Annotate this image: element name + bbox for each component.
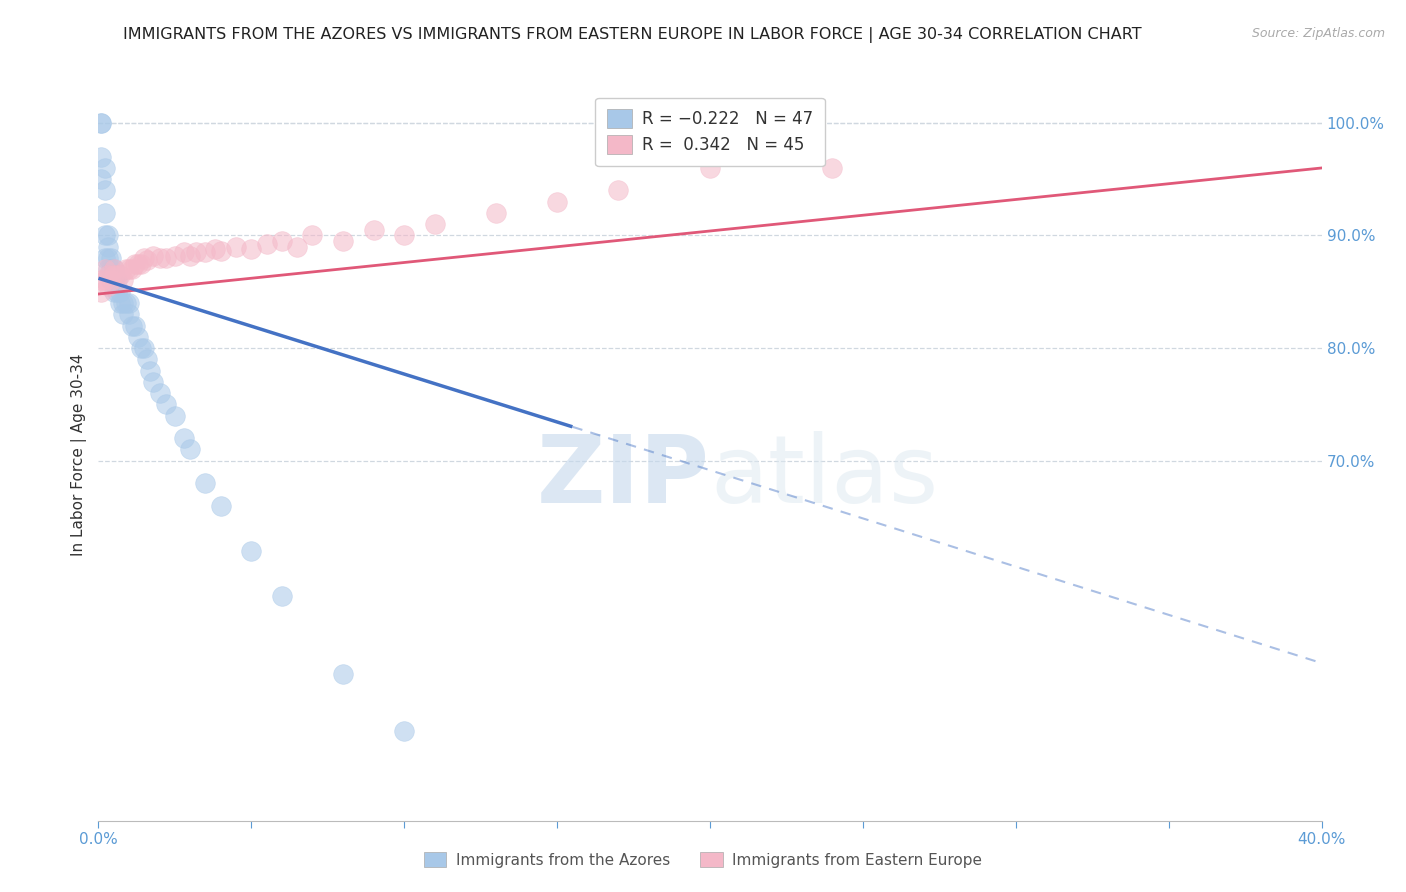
Point [105, 273, 128, 287]
Point [129, 257, 152, 271]
Point [392, 228, 416, 243]
Point [124, 318, 146, 333]
Point [97, 251, 120, 265]
Point [103, 262, 125, 277]
Point [100, 262, 122, 277]
Point [332, 234, 354, 248]
Point [699, 161, 721, 175]
Point [546, 194, 568, 209]
Point [173, 431, 195, 445]
Point [270, 234, 292, 248]
Point [209, 244, 232, 259]
Point [97, 262, 120, 277]
Text: Source: ZipAtlas.com: Source: ZipAtlas.com [1251, 27, 1385, 40]
Point [93, 228, 115, 243]
Point [108, 268, 131, 282]
Point [155, 251, 177, 265]
Point [136, 253, 159, 268]
Point [93, 262, 115, 277]
Point [363, 223, 385, 237]
Point [332, 667, 354, 681]
Point [163, 249, 186, 263]
Point [821, 161, 844, 175]
Y-axis label: In Labor Force | Age 30-34: In Labor Force | Age 30-34 [72, 353, 87, 557]
Point [118, 262, 141, 277]
Point [179, 442, 201, 457]
Point [485, 206, 508, 220]
Point [90, 285, 112, 299]
Point [93, 161, 115, 175]
Text: atlas: atlas [710, 431, 938, 523]
Point [149, 251, 172, 265]
Point [111, 273, 134, 287]
Point [118, 307, 141, 321]
Point [134, 341, 156, 355]
Point [105, 268, 128, 282]
Point [118, 296, 141, 310]
Point [111, 296, 134, 310]
Point [100, 273, 122, 287]
Point [97, 240, 120, 254]
Point [103, 268, 125, 282]
Point [607, 184, 630, 198]
Point [90, 273, 112, 287]
Point [115, 296, 138, 310]
Point [121, 318, 143, 333]
Point [139, 363, 162, 377]
Point [105, 285, 128, 299]
Point [108, 285, 131, 299]
Point [124, 257, 146, 271]
Point [100, 251, 122, 265]
Point [240, 543, 263, 558]
Point [204, 242, 226, 256]
Legend: R = −0.222   N = 47, R =  0.342   N = 45: R = −0.222 N = 47, R = 0.342 N = 45 [595, 97, 825, 166]
Point [173, 245, 195, 260]
Legend: Immigrants from the Azores, Immigrants from Eastern Europe: Immigrants from the Azores, Immigrants f… [416, 844, 990, 875]
Point [163, 409, 186, 423]
Point [186, 245, 208, 260]
Point [97, 228, 120, 243]
Point [423, 217, 446, 231]
Point [97, 279, 120, 293]
Point [301, 228, 323, 243]
Point [129, 341, 152, 355]
Point [149, 386, 172, 401]
Point [134, 251, 156, 265]
Point [127, 257, 149, 271]
Point [285, 240, 308, 254]
Point [194, 245, 217, 260]
Point [240, 242, 263, 256]
Point [93, 184, 115, 198]
Point [103, 273, 125, 287]
Point [127, 330, 149, 344]
Point [194, 476, 217, 491]
Point [142, 249, 165, 263]
Point [115, 262, 138, 277]
Point [270, 589, 292, 603]
Point [209, 499, 232, 513]
Point [100, 273, 122, 287]
Point [97, 268, 120, 282]
Point [108, 296, 131, 310]
Point [179, 249, 201, 263]
Point [136, 352, 159, 367]
Point [93, 251, 115, 265]
Point [225, 240, 247, 254]
Text: IMMIGRANTS FROM THE AZORES VS IMMIGRANTS FROM EASTERN EUROPE IN LABOR FORCE | AG: IMMIGRANTS FROM THE AZORES VS IMMIGRANTS… [124, 27, 1142, 43]
Point [103, 262, 125, 277]
Point [155, 397, 177, 411]
Point [111, 307, 134, 321]
Point [93, 273, 115, 287]
Text: ZIP: ZIP [537, 431, 710, 523]
Point [103, 285, 125, 299]
Point [142, 375, 165, 389]
Point [90, 116, 112, 130]
Point [121, 262, 143, 277]
Point [90, 172, 112, 186]
Point [392, 723, 416, 738]
Point [93, 206, 115, 220]
Point [256, 237, 278, 252]
Point [90, 116, 112, 130]
Point [90, 150, 112, 164]
